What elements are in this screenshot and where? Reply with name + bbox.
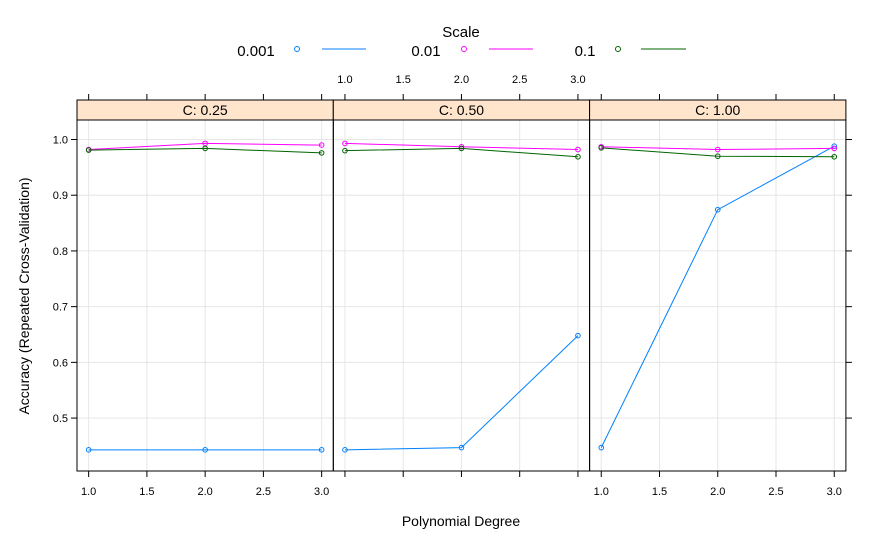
panels: C: 0.25 C: 0.50 C: 1.00: [76, 99, 847, 472]
data-point-0-2-0: [85, 147, 92, 153]
x-tick-label-2-0: 1.0: [594, 486, 609, 498]
data-point-1-2-0: [342, 147, 348, 154]
x-tick-label-1-2: 2.0: [454, 74, 469, 86]
series-line-1-0: [344, 335, 579, 451]
y-tick-label-0: 0.5: [53, 413, 68, 425]
x-tick-label-1-1: 1.5: [396, 74, 411, 86]
series-line-1-1: [344, 142, 578, 151]
data-point-0-0-2: [318, 447, 325, 453]
x-tick-label-2-2: 2.0: [710, 486, 725, 498]
x-tick-label-1-0: 1.0: [337, 74, 352, 86]
y-tick-label-5: 1.0: [53, 135, 68, 147]
x-tick-label-1-4: 3.0: [570, 74, 585, 86]
data-point-2-1-1: [714, 146, 721, 153]
data-point-0-0-1: [202, 447, 208, 453]
strip-label-0: C: 0.25: [183, 102, 228, 118]
data-point-1-1-2: [575, 146, 581, 153]
x-tick-label-0-0: 1.0: [81, 486, 96, 498]
x-tick-label-0-1: 1.5: [139, 486, 154, 498]
strip-label-2: C: 1.00: [695, 102, 740, 118]
data-point-2-2-2: [831, 153, 838, 160]
data-point-0-1-2: [318, 142, 325, 148]
data-point-0-2-1: [202, 145, 208, 152]
data-point-0-0-0: [85, 447, 92, 453]
series-line-2-0: [600, 145, 835, 448]
series-line-0-1: [88, 142, 322, 151]
data-point-2-0-0: [598, 444, 605, 451]
y-tick-label-3: 0.8: [53, 246, 68, 258]
series-line-1-2: [344, 147, 578, 158]
data-point-1-0-1: [458, 444, 465, 451]
y-axis-label: Accuracy (Repeated Cross-Validation): [16, 177, 32, 414]
data-point-1-1-0: [342, 140, 348, 147]
y-tick-label-1: 0.6: [53, 357, 68, 369]
data-point-2-1-2: [831, 145, 838, 152]
data-point-2-2-1: [714, 153, 721, 160]
x-tick-label-2-3: 2.5: [768, 486, 783, 498]
data-point-1-2-1: [458, 145, 465, 152]
panel-0: C: 0.25: [76, 99, 334, 472]
legend-label-2: 0.1: [575, 43, 596, 60]
series-line-2-2: [601, 147, 835, 158]
legend-marker-0: [294, 46, 300, 52]
data-point-1-2-2: [575, 153, 581, 160]
legend-marker-1: [461, 46, 467, 52]
x-tick-label-1-3: 2.5: [512, 74, 527, 86]
y-tick-label-4: 0.9: [53, 190, 68, 202]
strip-label-1: C: 0.50: [439, 102, 484, 118]
panel-2: C: 1.00: [589, 99, 847, 472]
panel-1: C: 0.50: [332, 99, 591, 472]
x-tick-label-2-1: 1.5: [652, 486, 667, 498]
legend: Scale 0.001 0.01 0.1: [237, 24, 686, 60]
outer-axes: 1.0 1.5 2.0 2.5 3.0 1.0 1.5 2.0 2.5 3.0 1.0 1.5 2.0 2…: [53, 74, 852, 498]
series-line-2-1: [601, 146, 835, 151]
data-point-1-0-2: [575, 332, 581, 339]
y-tick-label-2: 0.7: [53, 302, 68, 314]
series-line-0-2: [88, 147, 322, 154]
x-tick-label-2-4: 3.0: [827, 486, 842, 498]
x-axis-label: Polynomial Degree: [402, 513, 520, 529]
data-point-0-2-2: [318, 150, 325, 156]
data-point-2-2-0: [598, 145, 605, 151]
data-point-1-1-1: [458, 143, 465, 150]
legend-marker-2: [615, 46, 621, 52]
x-tick-label-0-2: 2.0: [198, 486, 213, 498]
legend-label-1: 0.01: [411, 43, 440, 60]
x-tick-label-0-4: 3.0: [314, 486, 329, 498]
legend-label-0: 0.001: [237, 43, 275, 60]
legend-title: Scale: [442, 24, 480, 41]
x-tick-label-0-3: 2.5: [256, 486, 271, 498]
data-point-2-0-1: [714, 206, 721, 213]
data-point-1-0-0: [342, 447, 348, 453]
